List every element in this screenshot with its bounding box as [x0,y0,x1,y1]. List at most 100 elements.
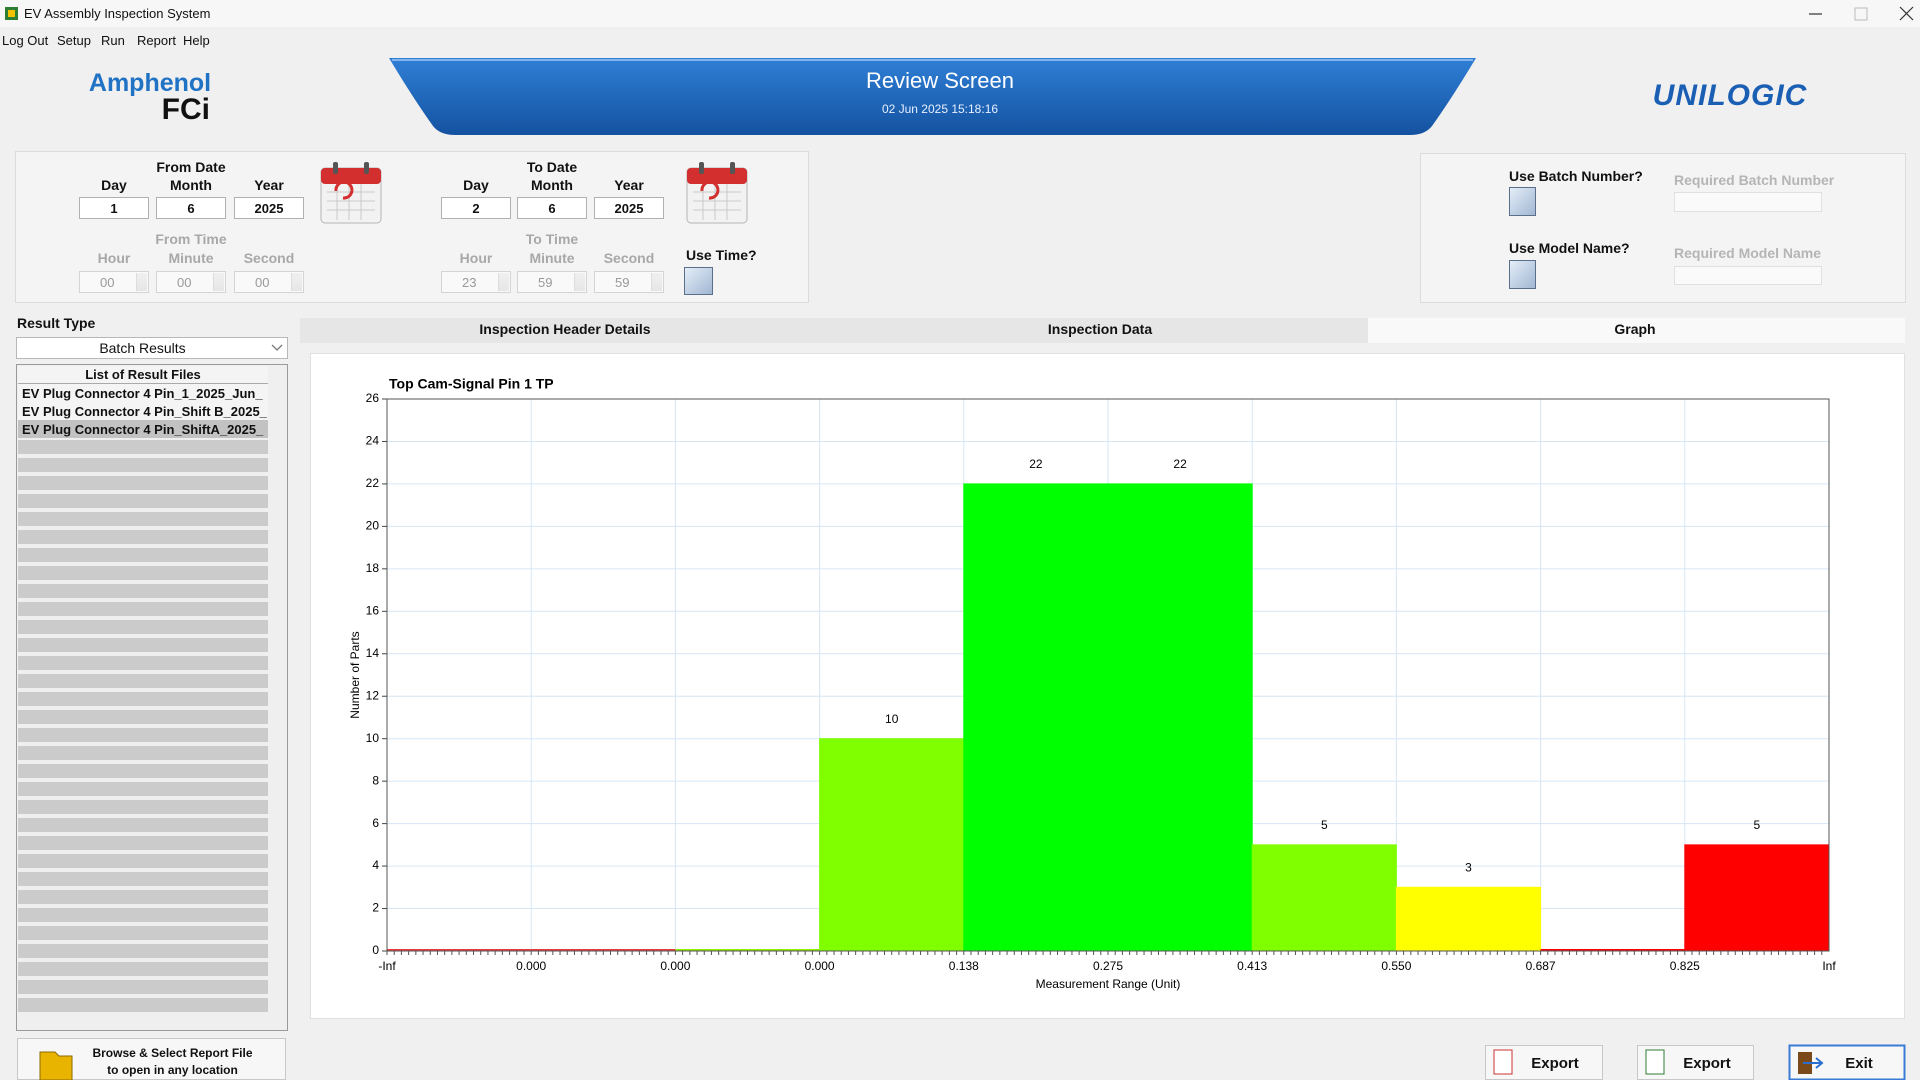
time-field-spinner[interactable]: 00 [234,271,304,293]
browse-text[interactable]: to open in any location [107,1063,238,1077]
time-heading: To Time [525,231,579,247]
menu-item[interactable]: Run [101,32,125,48]
dropdown-arrow [271,344,283,351]
x-tick-label: 0.000 [805,959,835,973]
file-list-empty-row [18,728,268,742]
bar-value-label: 5 [1754,818,1761,832]
file-list-empty-row [18,584,268,598]
model-name-input[interactable] [1674,266,1822,285]
bar-value-label: 10 [885,712,899,726]
y-tick-label: 8 [372,773,379,787]
header-banner [389,58,1476,135]
file-list-empty-row [18,782,268,796]
menu-item[interactable]: Setup [57,32,91,48]
file-list-empty-row [18,692,268,706]
app-icon-inner [8,10,15,17]
bar-value-label: 22 [1029,457,1043,471]
time-field-spinner[interactable]: 23 [441,271,511,293]
spinner-buttons [498,273,509,291]
chart-title: Top Cam-Signal Pin 1 TP [389,376,554,392]
histogram-bar [819,738,965,952]
date-field-input[interactable]: 2025 [234,197,304,219]
time-field-spinner[interactable]: 59 [517,271,587,293]
file-list-empty-row [18,944,268,958]
close-button[interactable] [1899,6,1914,21]
title-bar [0,0,1920,27]
file-list-empty-row [18,512,268,526]
use-model-checkbox[interactable] [1509,260,1536,289]
file-list-empty-row [18,998,268,1012]
menu-item[interactable]: Report [137,32,177,48]
time-field-spinner[interactable]: 59 [594,271,664,293]
y-axis-label: Number of Parts [348,631,362,718]
file-list-empty-row [18,638,268,652]
date-field-input[interactable]: 6 [517,197,587,219]
histogram-bar [1251,844,1397,952]
x-tick-label: 0.825 [1670,959,1700,973]
file-list-empty-row [18,602,268,616]
date-field-input[interactable]: 2 [441,197,511,219]
histogram-bar [1107,483,1253,952]
screen-title: Review Screen [866,68,1014,93]
tab[interactable]: Inspection Data [1047,321,1153,337]
file-list-empty-row [18,440,268,454]
result-type-dropdown[interactable] [16,337,288,359]
file-list-empty-row [18,926,268,940]
bar-value-label: 5 [1321,818,1328,832]
x-tick-label: Inf [1822,959,1836,973]
y-tick-label: 24 [366,434,380,448]
file-list-empty-row [18,836,268,850]
tab[interactable]: Graph [1614,321,1656,337]
file-list-item[interactable]: EV Plug Connector 4 Pin_1_2025_Jun_ [18,384,268,402]
menu-item[interactable]: Log Out [2,32,49,48]
footer-button[interactable]: Export [1531,1054,1579,1072]
x-tick-label: 0.550 [1381,959,1411,973]
time-field-label: Hour [97,250,131,266]
date-field-input[interactable]: 6 [156,197,226,219]
file-list-empty-row [18,746,268,760]
x-tick-label: -Inf [378,959,396,973]
footer-button[interactable]: Exit [1845,1054,1873,1072]
time-field-label: Hour [459,250,493,266]
to-calendar-button[interactable] [686,162,748,224]
tab[interactable]: Inspection Header Details [479,321,651,337]
time-field-label: Minute [168,250,214,266]
date-field-input[interactable]: 1 [79,197,149,219]
time-field-spinner[interactable]: 00 [156,271,226,293]
file-list-item[interactable]: EV Plug Connector 4 Pin_Shift B_2025_ [18,402,268,420]
batch-placeholder: Required Batch Number [1674,172,1835,188]
file-list-title: List of Result Files [18,366,268,384]
x-tick-label: 0.413 [1237,959,1267,973]
file-list-empty-row [18,620,268,634]
time-field-spinner[interactable]: 00 [79,271,149,293]
time-field-label: Minute [529,250,575,266]
date-field-label: Year [254,177,284,193]
brand-right: UNILOGIC [1652,79,1808,112]
y-tick-label: 16 [366,603,380,617]
use-batch-checkbox[interactable] [1509,187,1536,216]
time-field-label: Second [603,250,655,266]
menu-item[interactable]: Help [183,32,210,48]
date-field-input[interactable]: 2025 [594,197,664,219]
file-list-empty-row [18,656,268,670]
batch-filter-panel [1420,153,1906,303]
result-type-value[interactable]: Batch Results [99,340,186,356]
footer-button[interactable]: Export [1683,1054,1731,1072]
screen-datetime: 02 Jun 2025 15:18:16 [881,102,999,116]
date-field-label: Day [101,177,127,193]
spinner-buttons [291,273,302,291]
browse-text[interactable]: Browse & Select Report File [92,1046,253,1060]
file-list-item[interactable]: EV Plug Connector 4 Pin_ShiftA_2025_ [18,420,268,438]
maximize-button[interactable] [1854,7,1868,21]
exit-arrow [1803,1057,1824,1069]
x-tick-label: 0.000 [660,959,690,973]
pdf-icon [1493,1049,1513,1075]
batch-number-input[interactable] [1674,192,1822,212]
file-list-empty-row [18,962,268,976]
y-tick-label: 14 [366,646,380,660]
use-time-checkbox[interactable] [684,267,713,295]
file-list-empty-row [18,710,268,724]
from-calendar-button[interactable] [320,162,382,224]
histogram-bar [1684,844,1830,952]
file-list-empty-row [18,818,268,832]
